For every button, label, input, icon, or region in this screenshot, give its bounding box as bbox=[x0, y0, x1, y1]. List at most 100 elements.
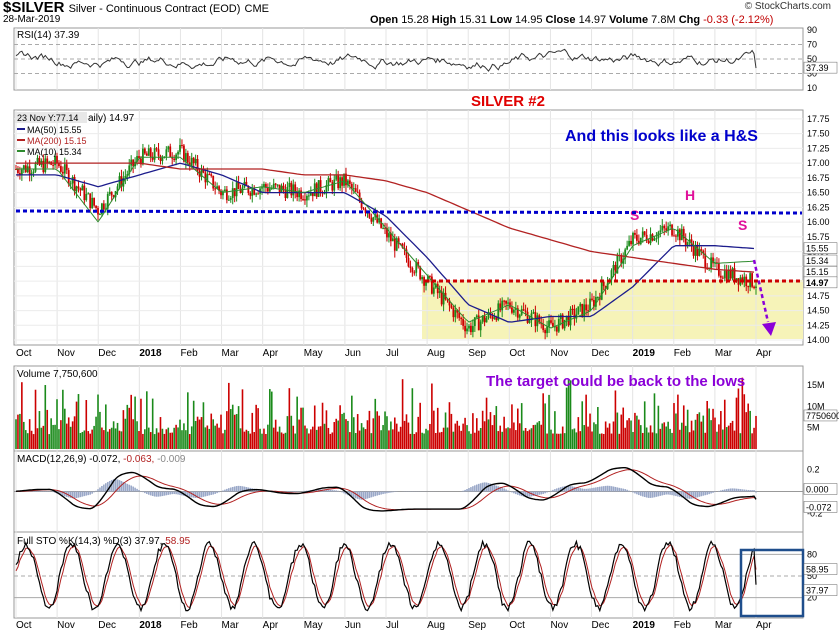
x-axis-label: Aug bbox=[427, 348, 445, 359]
macd-hist-bar bbox=[516, 491, 519, 495]
price-candle bbox=[266, 187, 269, 192]
price-candle bbox=[370, 217, 373, 222]
ma50-legend: MA(50) 15.55 bbox=[27, 125, 82, 135]
price-candle bbox=[745, 276, 748, 287]
macd-hist-bar bbox=[542, 491, 544, 494]
price-candle bbox=[136, 156, 138, 162]
price-candle bbox=[526, 311, 529, 323]
volume-bar bbox=[235, 414, 238, 449]
macd-hist-bar bbox=[241, 486, 244, 492]
volume-bar bbox=[40, 427, 43, 449]
volume-bar bbox=[727, 425, 730, 449]
price-candle bbox=[415, 262, 418, 273]
price-candle bbox=[247, 186, 250, 193]
volume-bar bbox=[491, 425, 494, 449]
volume-bar bbox=[65, 423, 68, 449]
macd-hist-bar bbox=[702, 491, 705, 496]
price-candle bbox=[725, 270, 728, 282]
volume-bar bbox=[286, 416, 289, 449]
price-candle bbox=[272, 183, 275, 189]
price-candle bbox=[44, 158, 47, 173]
volume-bar bbox=[694, 419, 697, 449]
sto-k-line bbox=[15, 539, 757, 613]
macd-hist-bar bbox=[351, 491, 353, 497]
price-candle bbox=[325, 185, 328, 194]
volume-bar bbox=[319, 426, 322, 449]
price-candle bbox=[147, 148, 150, 156]
macd-hist-bar bbox=[501, 487, 503, 492]
macd-hist-bar bbox=[42, 490, 45, 492]
volume-bar bbox=[450, 413, 453, 449]
volume-bar bbox=[352, 417, 355, 449]
volume-bar bbox=[335, 418, 338, 449]
volume-bar bbox=[542, 393, 544, 449]
volume-bar bbox=[208, 428, 211, 449]
volume-bar bbox=[118, 430, 121, 449]
macd-hist-bar bbox=[93, 491, 95, 493]
price-candle bbox=[140, 158, 142, 165]
volume-bar bbox=[140, 398, 142, 449]
volume-bar bbox=[425, 428, 427, 449]
price-candle bbox=[686, 242, 689, 246]
price-candle bbox=[138, 156, 140, 159]
volume-bar bbox=[101, 427, 103, 449]
price-candle bbox=[448, 300, 451, 306]
price-candle bbox=[253, 187, 256, 195]
volume-bar bbox=[655, 433, 658, 449]
macd-hist-bar bbox=[663, 491, 666, 495]
volume-bar bbox=[460, 430, 462, 449]
macd-hist-bar bbox=[712, 491, 714, 493]
price-candle bbox=[639, 237, 642, 245]
price-candle bbox=[747, 286, 750, 288]
volume-bar bbox=[509, 428, 511, 449]
price-candle bbox=[67, 170, 70, 185]
price-candle bbox=[65, 164, 68, 171]
x-axis-label: Oct bbox=[16, 620, 32, 631]
price-candle bbox=[733, 268, 736, 282]
price-candle bbox=[698, 249, 701, 256]
volume-bar bbox=[393, 417, 396, 449]
price-candle bbox=[255, 193, 258, 195]
volume-bar bbox=[638, 419, 640, 449]
price-candle bbox=[655, 238, 658, 240]
x-axis-label: Mar bbox=[715, 348, 733, 359]
macd-hist-bar bbox=[634, 491, 636, 494]
price-candle bbox=[89, 193, 92, 209]
volume-bar bbox=[95, 416, 97, 449]
volume-bar bbox=[62, 389, 64, 449]
price-candle bbox=[585, 304, 588, 311]
macd-hist-bar bbox=[142, 491, 144, 493]
macd-hist-bar bbox=[686, 491, 689, 499]
macd-hist-bar bbox=[75, 491, 78, 499]
volume-bar bbox=[228, 382, 230, 449]
macd-hist-bar bbox=[518, 491, 521, 496]
volume-bar bbox=[134, 396, 136, 449]
volume-bar bbox=[46, 409, 49, 449]
volume-bar bbox=[372, 418, 375, 449]
volume-bar bbox=[103, 430, 105, 449]
volume-bar bbox=[362, 427, 365, 449]
price-candle bbox=[309, 192, 312, 196]
macd-hist-bar bbox=[466, 489, 468, 492]
volume-bar bbox=[89, 433, 91, 449]
price-candle bbox=[716, 262, 718, 264]
price-candle bbox=[251, 187, 254, 196]
volume-bar bbox=[716, 431, 718, 449]
macd-hist-bar bbox=[64, 491, 66, 497]
volume-bar bbox=[311, 426, 314, 449]
x-axis-label: 2019 bbox=[633, 348, 656, 359]
price-candle bbox=[155, 148, 158, 150]
price-candle bbox=[48, 161, 51, 163]
price-candle bbox=[475, 315, 478, 318]
price-candle bbox=[552, 322, 554, 327]
volume-bar bbox=[220, 414, 222, 449]
macd-hist-bar bbox=[79, 491, 82, 498]
macd-hist-bar bbox=[380, 491, 382, 495]
macd-hist-bar bbox=[114, 479, 117, 492]
price-candle bbox=[231, 188, 234, 199]
macd-hist-bar bbox=[226, 488, 228, 492]
volume-bar bbox=[214, 425, 216, 449]
price-candle bbox=[331, 182, 334, 191]
stochastic-highlight-box bbox=[739, 548, 805, 618]
price-candle bbox=[60, 166, 62, 172]
